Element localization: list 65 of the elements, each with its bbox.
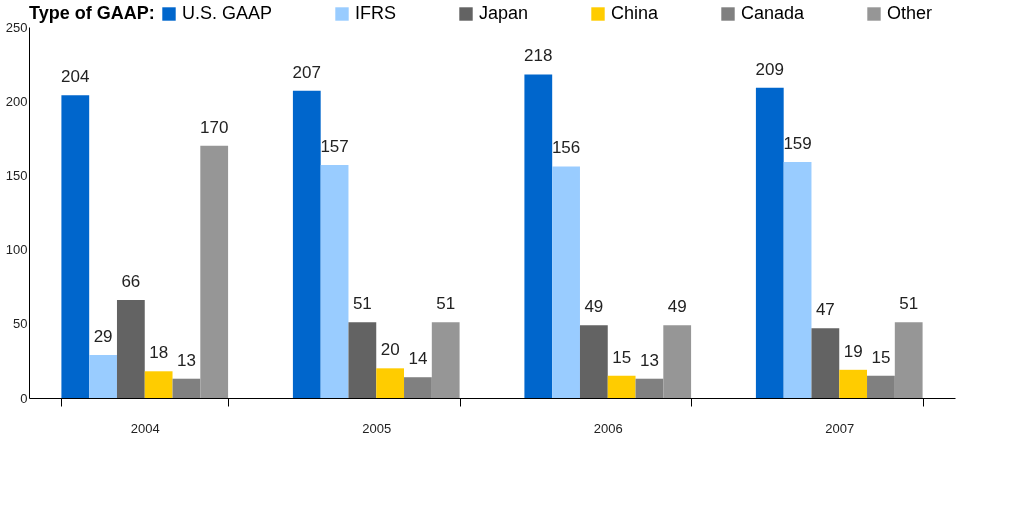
legend-label: China xyxy=(611,3,660,23)
data-label: 49 xyxy=(667,297,687,317)
bar xyxy=(144,371,173,398)
bar xyxy=(811,328,840,398)
data-label: 15 xyxy=(612,347,632,367)
data-label: 51 xyxy=(352,294,372,314)
bar xyxy=(783,162,812,398)
data-label: 51 xyxy=(436,294,456,314)
bar xyxy=(61,95,90,398)
bar xyxy=(894,322,923,398)
bar xyxy=(404,377,432,398)
bar xyxy=(431,322,460,398)
data-label: 20 xyxy=(380,340,400,360)
legend-label: Canada xyxy=(741,3,806,23)
data-label: 218 xyxy=(524,46,553,66)
y-tick-label: 100 xyxy=(5,242,28,258)
data-label: 49 xyxy=(584,297,604,317)
y-tick-label: 200 xyxy=(5,93,28,109)
bar xyxy=(552,166,580,398)
bar xyxy=(663,325,692,398)
bar xyxy=(172,378,201,398)
bar xyxy=(116,300,145,398)
y-tick-label: 150 xyxy=(5,167,28,183)
data-label: 159 xyxy=(783,134,812,154)
y-tick-label: 50 xyxy=(13,316,28,332)
bar xyxy=(320,165,349,398)
bar xyxy=(867,375,895,398)
data-label: 15 xyxy=(871,347,891,367)
data-label: 209 xyxy=(755,59,784,79)
data-label: 47 xyxy=(815,300,835,320)
y-tick-label: 0 xyxy=(20,390,28,406)
data-label: 19 xyxy=(843,341,863,361)
data-label: 170 xyxy=(200,117,229,137)
data-label: 18 xyxy=(149,343,169,363)
data-label: 66 xyxy=(121,272,141,292)
legend-label: Other xyxy=(887,3,933,23)
bar xyxy=(607,375,636,398)
y-tick-label: 250 xyxy=(5,19,28,35)
x-tick-label: 2004 xyxy=(130,420,160,436)
bar xyxy=(292,90,321,398)
data-label: 204 xyxy=(61,67,90,87)
legend-label: Japan xyxy=(479,3,529,23)
bar xyxy=(376,368,405,398)
data-label: 14 xyxy=(408,349,428,369)
bar xyxy=(348,322,377,398)
data-label: 51 xyxy=(899,294,919,314)
x-tick-label: 2005 xyxy=(362,420,392,436)
data-label: 13 xyxy=(639,350,659,370)
bar xyxy=(579,325,608,398)
legend-label: U.S. GAAP xyxy=(182,3,273,23)
bar xyxy=(89,354,117,398)
legend-label: IFRS xyxy=(355,3,397,23)
bar xyxy=(839,369,868,398)
data-label: 207 xyxy=(292,62,321,82)
data-label: 157 xyxy=(320,137,349,157)
bar xyxy=(755,87,784,398)
data-label: 29 xyxy=(93,326,113,346)
bar xyxy=(200,145,229,398)
bar xyxy=(635,378,664,398)
x-tick-label: 2006 xyxy=(593,420,623,436)
x-tick-label: 2007 xyxy=(825,420,855,436)
legend-title: Type of GAAP: xyxy=(29,3,155,23)
bar xyxy=(524,74,553,398)
data-label: 13 xyxy=(176,350,196,370)
data-label: 156 xyxy=(551,138,581,158)
